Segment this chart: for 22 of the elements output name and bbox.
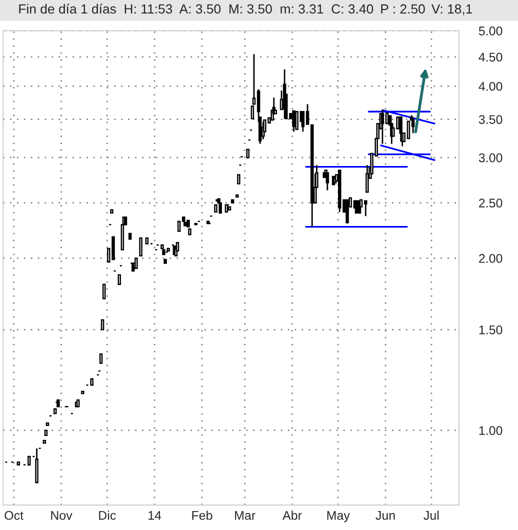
x-tick-label: Mar	[235, 511, 256, 520]
y-tick-label: 2.50	[479, 198, 502, 208]
y-tick-label: 4.00	[478, 82, 502, 91]
y-tick-label: 1.00	[479, 426, 502, 435]
y-tick-label: 3.50	[478, 115, 502, 124]
x-tick-label: 14	[148, 511, 162, 520]
x-tick-label: Abr	[282, 510, 302, 520]
x-tick-label: Feb	[192, 510, 212, 520]
text: V: 18,1	[431, 4, 472, 16]
x-tick-label: Nov	[51, 511, 72, 520]
x-tick-label: Jun	[376, 511, 395, 520]
y-tick-label: 4.50	[478, 52, 502, 62]
y-tick-label: 5.00	[478, 26, 502, 36]
y-tick-label: 2.00	[479, 254, 502, 263]
x-tick-label: Oct	[4, 510, 24, 520]
chart-title: Fin de día 1 días H: 11:53 A: 3.50 M: 3.50 m: 3.31 C: 3.40	[19, 4, 374, 14]
x-tick-label: Dic	[99, 510, 116, 520]
x-tick-label: Jul	[424, 510, 439, 520]
y-tick-label: 3.00	[478, 153, 502, 162]
text: P : 2.50	[381, 4, 425, 14]
x-tick-label: May	[327, 511, 350, 522]
y-tick-label: 1.50	[479, 325, 502, 334]
